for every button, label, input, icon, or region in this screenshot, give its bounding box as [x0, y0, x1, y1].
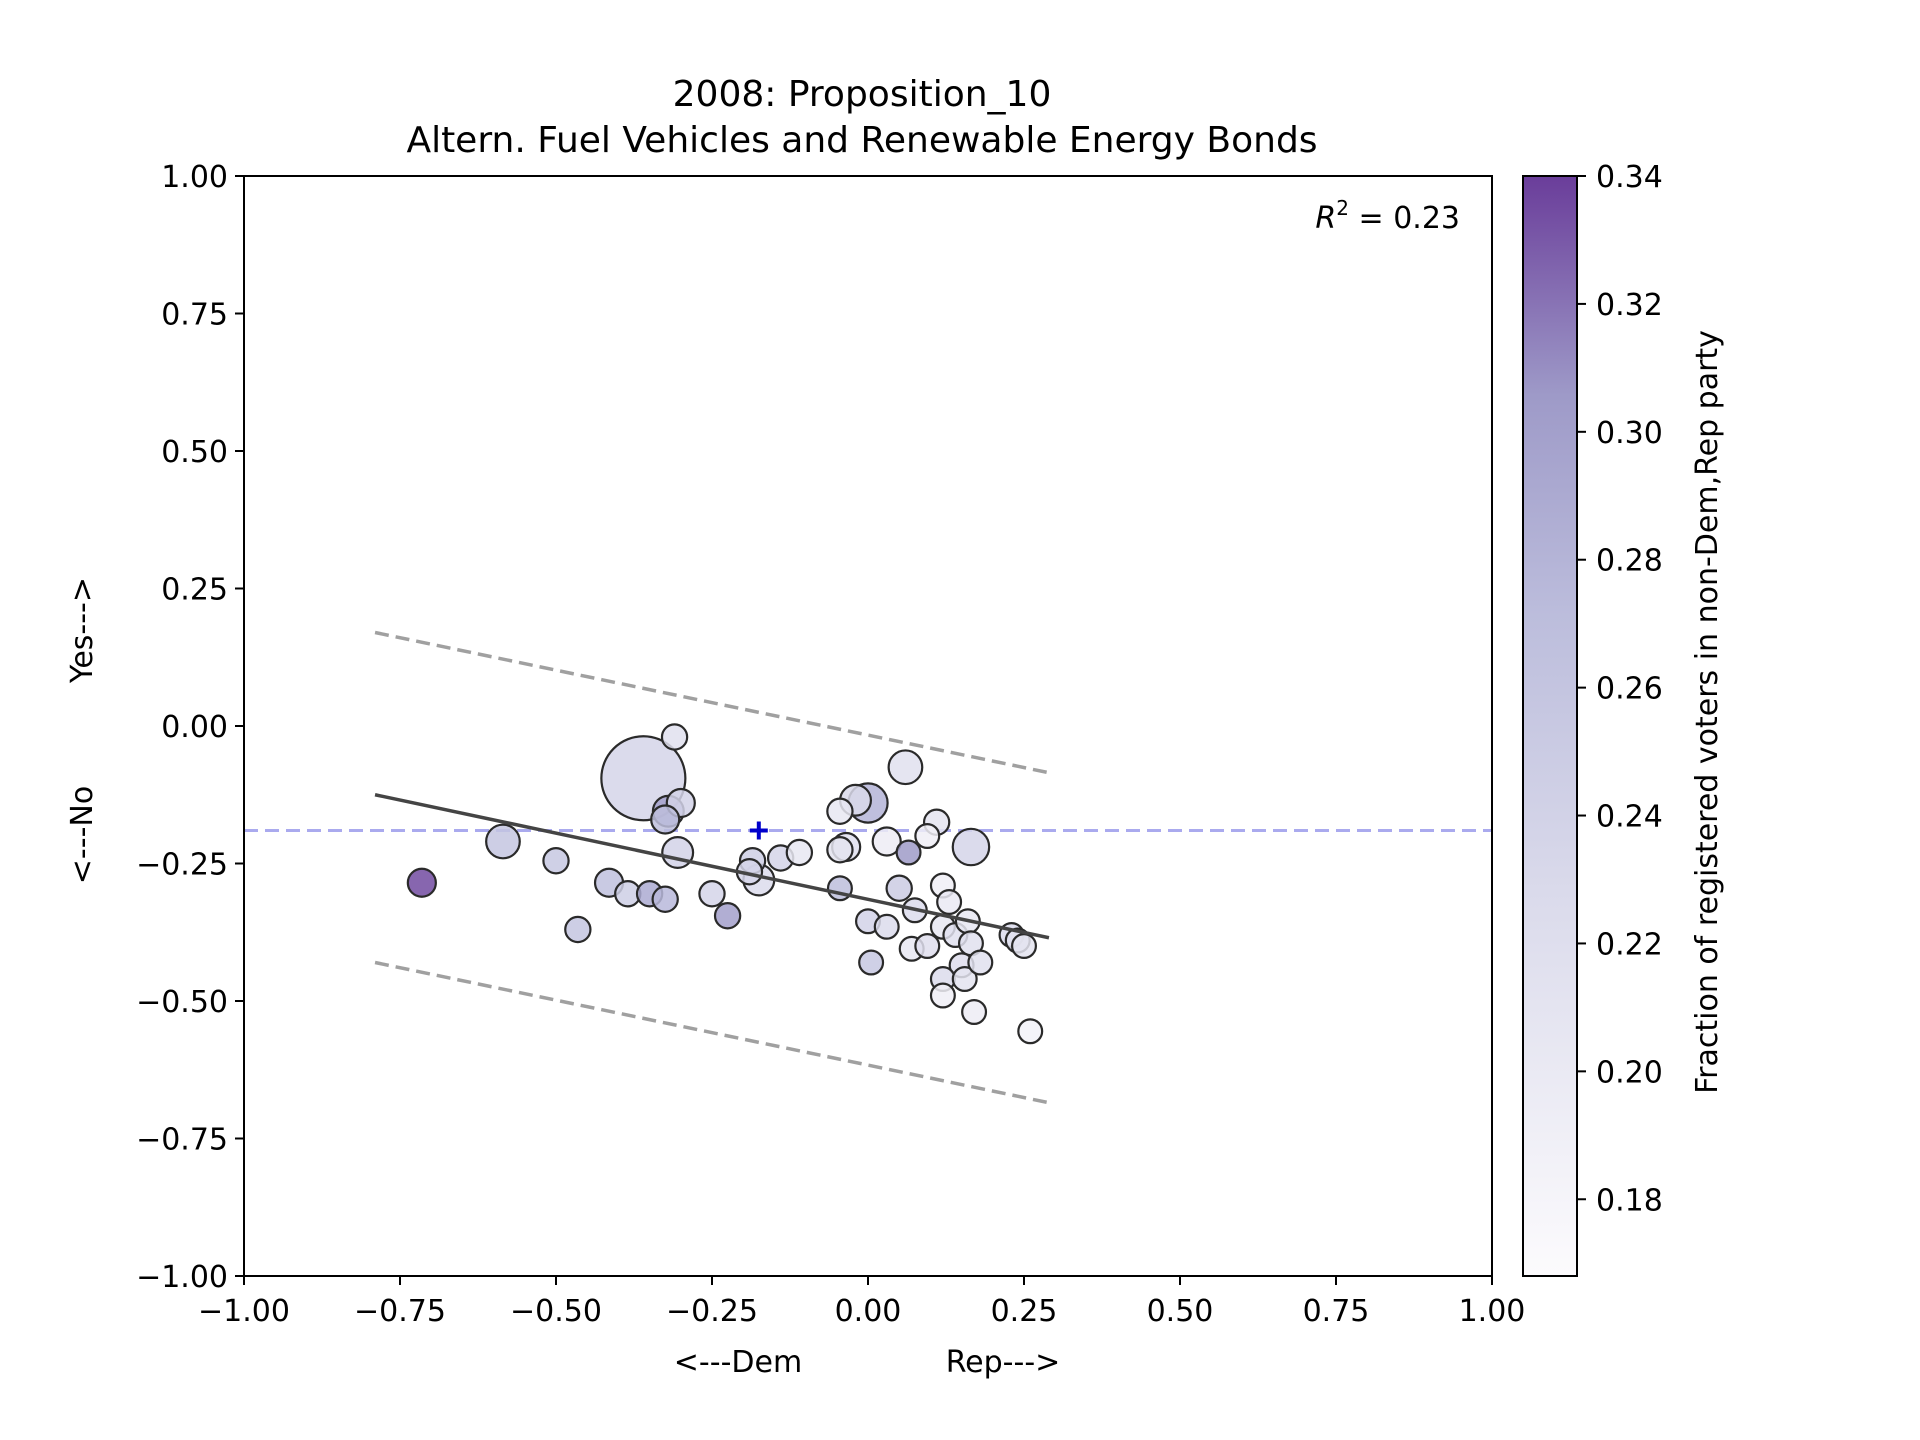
x-tick-label: −0.25: [666, 1294, 758, 1329]
data-point: [713, 902, 742, 930]
colorbar-tick-label: 0.32: [1596, 288, 1663, 323]
x-tick-label: −0.50: [510, 1294, 602, 1329]
data-point: [698, 880, 726, 908]
mean-marker: [749, 821, 768, 840]
y-tick-label: −1.00: [136, 1260, 228, 1295]
y-axis: −1.00 −0.75 −0.50 −0.25 0.00 0.25 0.50 0.75 1.00: [136, 160, 244, 1295]
y-tick-label: 0.50: [161, 435, 228, 470]
y-axis-label-yes: Yes--->: [65, 577, 100, 684]
colorbar-gradient: [1522, 175, 1578, 1277]
y-tick-label: 0.00: [161, 710, 228, 745]
x-axis-label-rep: Rep--->: [946, 1345, 1061, 1380]
x-tick-label: 0.50: [1147, 1294, 1214, 1329]
data-point: [785, 838, 814, 867]
data-point: [961, 998, 988, 1025]
colorbar-tick-label: 0.22: [1596, 927, 1663, 962]
colorbar-label: Fraction of registered voters in non-Dem…: [1690, 330, 1725, 1094]
data-point: [1010, 932, 1037, 959]
x-tick-label: 0.25: [991, 1294, 1058, 1329]
upper-bound-line: [374, 630, 1050, 775]
x-tick-label: −1.00: [198, 1294, 290, 1329]
data-point: [826, 836, 854, 864]
x-tick-label: 0.00: [835, 1294, 902, 1329]
r-squared-symbol: R: [1315, 201, 1336, 236]
colorbar-tick-label: 0.30: [1596, 416, 1663, 451]
y-tick-label: −0.25: [136, 848, 228, 883]
data-point: [485, 823, 521, 860]
data-point: [542, 847, 570, 875]
data-point: [967, 949, 994, 976]
r-squared-exponent: 2: [1336, 196, 1349, 220]
r-squared-value: = 0.23: [1349, 201, 1460, 236]
y-tick-label: −0.75: [136, 1123, 228, 1158]
data-point: [651, 885, 679, 913]
data-point: [895, 839, 922, 866]
colorbar-tick-label: 0.18: [1596, 1183, 1663, 1218]
data-point: [661, 835, 695, 869]
colorbar-ticks: 0.18 0.20 0.22 0.24 0.26 0.28 0.30 0.32 0.34: [1577, 160, 1663, 1218]
data-point: [929, 982, 956, 1009]
x-tick-label: −0.75: [354, 1294, 446, 1329]
r-squared-annotation: R2 = 0.23: [1315, 196, 1460, 236]
data-point: [660, 723, 689, 751]
data-point: [885, 874, 913, 902]
regression-line: [374, 793, 1050, 940]
y-tick-label: −0.50: [136, 985, 228, 1020]
colorbar-tick-label: 0.26: [1596, 672, 1663, 707]
colorbar-tick-label: 0.28: [1596, 544, 1663, 579]
data-point: [873, 913, 900, 940]
y-tick-label: 1.00: [161, 160, 228, 195]
colorbar-tick-label: 0.34: [1596, 160, 1663, 195]
y-axis-label-no: <---No: [65, 786, 100, 884]
data-point: [951, 827, 991, 867]
data-point: [951, 965, 978, 992]
colorbar-tick-label: 0.24: [1596, 800, 1663, 835]
colorbar-tick-label: 0.20: [1596, 1055, 1663, 1090]
x-tick-label: 0.75: [1303, 1294, 1370, 1329]
data-point: [564, 915, 592, 944]
x-tick-label: 1.00: [1459, 1294, 1526, 1329]
chart-subtitle: Altern. Fuel Vehicles and Renewable Ener…: [406, 120, 1317, 161]
colorbar: 0.18 0.20 0.22 0.24 0.26 0.28 0.30 0.32 0.34: [1522, 160, 1663, 1277]
chart-title: 2008: Proposition_10: [673, 74, 1052, 115]
data-point: [650, 804, 681, 835]
data-point: [826, 797, 854, 825]
y-tick-label: 0.25: [161, 573, 228, 608]
data-point: [914, 932, 941, 959]
x-axis-label-dem: <---Dem: [674, 1345, 802, 1380]
data-point: [887, 749, 924, 786]
lower-bound-line: [374, 960, 1050, 1105]
x-axis: −1.00 −0.75 −0.50 −0.25 0.00 0.25 0.50 0.75 1.00: [198, 1276, 1525, 1329]
plot-area: [244, 630, 1492, 1105]
data-point: [936, 888, 963, 915]
data-point: [914, 822, 941, 849]
data-point: [858, 949, 885, 976]
data-point: [406, 867, 437, 898]
data-point: [871, 826, 902, 857]
data-point: [1017, 1018, 1044, 1045]
y-tick-label: 0.75: [161, 298, 228, 333]
